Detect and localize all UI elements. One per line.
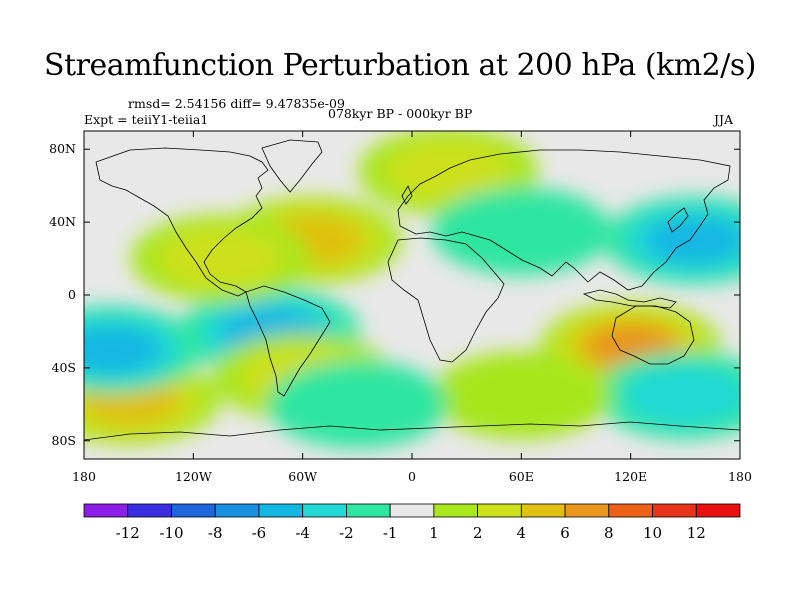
coastline-japan — [667, 207, 689, 233]
lon-tick-label: 0 — [408, 469, 416, 484]
lon-tick-label: 180 — [72, 469, 96, 484]
coastline-greenland — [261, 139, 323, 193]
coastline-indonesia — [582, 289, 677, 309]
lat-tick-label: 40S — [52, 360, 76, 375]
anomaly-contour — [623, 364, 740, 426]
lon-tick-label: 60E — [509, 469, 534, 484]
colorbar-swatch — [171, 503, 216, 518]
period-label: 078kyr BP - 000kyr BP — [328, 106, 473, 121]
stats-label: rmsd= 2.54156 diff= 9.47835e-09 — [128, 96, 345, 111]
longitude-axis: 180 120W 60W 0 60E 120E 180 — [72, 131, 752, 484]
experiment-label: Expt = teiiY1-teiia1 — [84, 112, 209, 127]
colorbar-swatch — [302, 503, 347, 518]
map-title: Streamfunction Perturbation at 200 hPa (… — [44, 48, 756, 83]
coastline-north-america — [95, 147, 269, 297]
coastline-layer — [84, 139, 740, 441]
colorbar-label: -6 — [252, 524, 267, 542]
coastline-uk — [401, 185, 413, 205]
anomaly-contour — [431, 187, 612, 276]
anomaly-contour — [644, 215, 740, 265]
latitude-axis: 80N 40N 0 40S 80S — [49, 141, 740, 448]
colorbar-label: 12 — [687, 524, 706, 542]
colorbar-label: -2 — [339, 524, 354, 542]
colorbar-swatch — [695, 503, 741, 518]
colorbar-swatch — [389, 503, 435, 518]
colorbar-swatch — [608, 503, 653, 518]
lon-tick-label: 60W — [288, 469, 317, 484]
anomaly-contour — [84, 325, 162, 375]
colorbar-swatch — [520, 503, 566, 518]
colorbar-label: 2 — [473, 524, 483, 542]
colorbar: -12 -10 -8 -6 -4 -2 -1 1 2 4 6 8 10 12 — [83, 503, 741, 542]
colorbar-swatch — [127, 503, 172, 518]
anomaly-contour — [431, 351, 612, 440]
colorbar-label: -4 — [295, 524, 310, 542]
colorbar-swatch — [652, 503, 697, 518]
season-label: JJA — [714, 112, 734, 127]
colorbar-swatch — [345, 503, 391, 518]
colorbar-label: 10 — [643, 524, 662, 542]
lat-tick-label: 80N — [49, 141, 76, 156]
colorbar-label: 6 — [560, 524, 570, 542]
colorbar-label: -1 — [383, 524, 398, 542]
coastline-africa — [387, 237, 505, 363]
colorbar-swatch — [214, 503, 260, 518]
coastline-south-america — [245, 285, 331, 397]
colorbar-label: -8 — [208, 524, 223, 542]
colorbar-label: 8 — [604, 524, 614, 542]
colorbar-swatch — [83, 503, 129, 518]
anomaly-contour — [267, 360, 448, 449]
lon-tick-label: 120E — [614, 469, 647, 484]
coastline-antarctica — [84, 421, 740, 441]
map-panel — [83, 130, 741, 460]
colorbar-swatch — [564, 503, 610, 518]
lat-tick-label: 80S — [52, 433, 76, 448]
colorbar-swatch — [477, 503, 522, 518]
lon-tick-label: 180 — [728, 469, 752, 484]
colorbar-label: -10 — [159, 524, 183, 542]
colorbar-swatch — [258, 503, 304, 518]
lat-tick-label: 0 — [68, 287, 76, 302]
colorbar-label: -12 — [116, 524, 140, 542]
anomaly-contour — [158, 228, 283, 289]
coastline-australia — [611, 305, 695, 365]
colorbar-label: 1 — [429, 524, 439, 542]
colorbar-swatch — [433, 503, 479, 518]
lat-tick-label: 40N — [49, 214, 76, 229]
coastline-eurasia — [397, 149, 731, 291]
colorbar-label: 4 — [517, 524, 527, 542]
lon-tick-label: 120W — [175, 469, 212, 484]
